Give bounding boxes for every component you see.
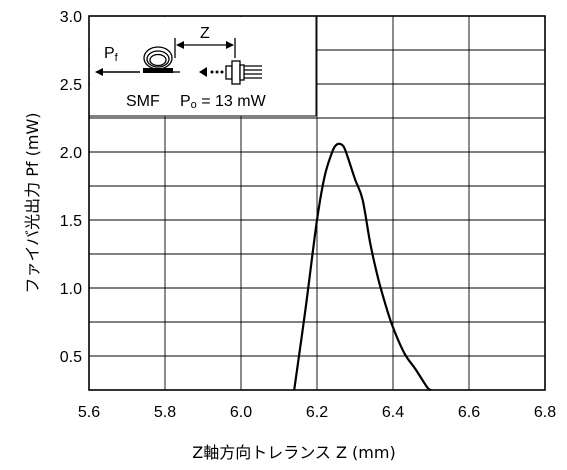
laser-diode-icon xyxy=(225,60,262,85)
y-axis-label: ファイバ光出力 Pf (mW) xyxy=(23,112,42,293)
x-tick-label: 6.8 xyxy=(534,404,556,421)
inset-background xyxy=(90,17,316,116)
y-tick-label: 2.0 xyxy=(60,145,82,162)
smf-label: SMF xyxy=(126,93,160,110)
z-arrow-right xyxy=(226,41,234,49)
x-axis-label: Z軸方向トレランス Z (mm) xyxy=(192,443,395,462)
fiber-base xyxy=(143,68,173,73)
y-tick-label: 1.0 xyxy=(60,281,82,298)
inset-diagram: Pf Z xyxy=(89,16,317,117)
x-tick-label: 6.0 xyxy=(230,404,252,421)
z-label: Z xyxy=(200,25,210,42)
x-tick-label: 6.2 xyxy=(306,404,328,421)
y-tick-label: 0.5 xyxy=(60,349,82,366)
plot-frame xyxy=(88,15,546,391)
emission-arrow xyxy=(199,67,224,77)
y-tick-label: 3.0 xyxy=(60,9,82,26)
tick-labels: 5.6 5.8 6.0 6.2 6.4 6.6 6.8 0.5 1.0 1.5 2.0 2.5 3.0 xyxy=(60,9,556,421)
x-tick-label: 6.4 xyxy=(382,404,404,421)
pf-arrow-head xyxy=(95,68,103,76)
z-arrow-left xyxy=(176,41,184,49)
series-line xyxy=(293,142,432,391)
x-tick-label: 5.6 xyxy=(78,404,100,421)
x-tick-label: 5.8 xyxy=(154,404,176,421)
x-tick-label: 6.6 xyxy=(458,404,480,421)
pf-label: Pf xyxy=(104,45,119,64)
po-label: Po = 13 mW xyxy=(180,93,267,111)
y-tick-label: 1.5 xyxy=(60,213,82,230)
y-tick-label: 2.5 xyxy=(60,77,82,94)
